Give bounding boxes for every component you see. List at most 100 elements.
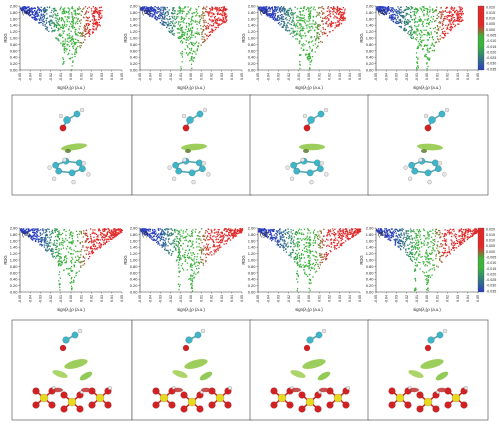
scatter-point bbox=[211, 12, 213, 14]
scatter-point bbox=[28, 228, 30, 230]
x-tick-label: -0.04 bbox=[28, 295, 32, 303]
scatter-point bbox=[64, 256, 66, 259]
scatter-point bbox=[276, 241, 278, 243]
scatter-point bbox=[50, 236, 52, 238]
spike-point-1 bbox=[308, 45, 311, 48]
scatter-point bbox=[36, 12, 39, 14]
scatter-point bbox=[221, 235, 223, 237]
scatter-point bbox=[157, 11, 159, 13]
scatter-point bbox=[197, 235, 200, 237]
scatter-point bbox=[330, 20, 333, 23]
scatter-point bbox=[103, 242, 105, 244]
scatter-point bbox=[82, 34, 84, 37]
scatter-point bbox=[226, 235, 229, 237]
scatter-point bbox=[342, 229, 344, 231]
scatter-point bbox=[427, 9, 429, 11]
scatter-point bbox=[164, 12, 167, 14]
scatter-point bbox=[319, 236, 321, 238]
scatter-point bbox=[279, 228, 281, 230]
scatter-point bbox=[27, 235, 29, 237]
scatter-point bbox=[441, 23, 444, 25]
scatter-point bbox=[149, 237, 151, 239]
scatter-point bbox=[111, 230, 113, 233]
scatter-point bbox=[96, 238, 98, 240]
scatter-point bbox=[45, 19, 47, 22]
scatter-point bbox=[179, 41, 182, 43]
scatter-point bbox=[294, 245, 297, 247]
scatter-point bbox=[341, 244, 343, 246]
scatter-point bbox=[228, 237, 230, 239]
scatter-point bbox=[406, 19, 409, 21]
scatter-point bbox=[318, 28, 320, 30]
y-tick-label: 0.80 bbox=[10, 264, 19, 269]
scatter-point bbox=[109, 231, 111, 233]
spike-point-0 bbox=[58, 284, 61, 286]
scatter-point bbox=[151, 16, 153, 18]
scatter-point bbox=[50, 11, 52, 14]
x-tick-label: -0.01 bbox=[59, 295, 63, 303]
scatter-point bbox=[290, 238, 292, 240]
scatter-point bbox=[68, 10, 70, 13]
scatter-point bbox=[393, 8, 395, 11]
scatter-point bbox=[212, 13, 214, 16]
panel-label: (c) bbox=[260, 9, 268, 16]
scatter-point bbox=[290, 235, 293, 237]
scatter-point bbox=[188, 23, 191, 25]
scatter-point bbox=[59, 234, 61, 236]
scatter-point bbox=[215, 8, 217, 10]
scatter-point bbox=[171, 21, 173, 23]
scatter-point bbox=[320, 232, 322, 234]
scatter-point bbox=[116, 229, 118, 231]
scatter-point bbox=[405, 14, 407, 16]
scatter-point bbox=[199, 238, 201, 240]
scatter-point bbox=[190, 257, 192, 259]
scatter-point bbox=[442, 14, 444, 16]
scatter-point bbox=[154, 9, 156, 11]
scatter-point bbox=[160, 238, 162, 240]
scatter-point bbox=[396, 14, 399, 16]
scatter-point bbox=[423, 29, 425, 31]
scatter-point bbox=[169, 18, 171, 21]
scatter-point bbox=[217, 9, 219, 11]
scatter-point bbox=[58, 20, 60, 22]
x-tick-label: 0.05 bbox=[120, 73, 124, 80]
scatter-point bbox=[168, 228, 170, 230]
scatter-point bbox=[44, 237, 46, 239]
scatter-point bbox=[264, 8, 267, 11]
scatter-point bbox=[220, 241, 222, 243]
scatter-point bbox=[60, 264, 62, 266]
scatter-point bbox=[92, 28, 94, 30]
scatter-point bbox=[275, 10, 277, 12]
scatter-point bbox=[332, 29, 334, 32]
scatter-point bbox=[190, 42, 193, 44]
scatter-point bbox=[204, 235, 206, 237]
scatter-point bbox=[173, 228, 176, 231]
scatter-point bbox=[195, 265, 197, 267]
scatter-point bbox=[192, 34, 195, 36]
scatter-point bbox=[147, 8, 150, 11]
scatter-point bbox=[211, 232, 213, 234]
scatter-point bbox=[173, 7, 175, 9]
scatter-point bbox=[85, 246, 87, 248]
scatter-point bbox=[287, 9, 289, 11]
scatter-point bbox=[433, 27, 435, 30]
scatter-point bbox=[307, 265, 309, 267]
scatter-point bbox=[46, 26, 49, 29]
scatter-point bbox=[51, 22, 53, 24]
scatter-point bbox=[64, 45, 66, 48]
scatter-point bbox=[157, 16, 159, 19]
scatter-point bbox=[283, 21, 285, 23]
scatter-point bbox=[323, 235, 325, 237]
scatter-point bbox=[156, 238, 158, 240]
scatter-point bbox=[219, 233, 221, 236]
scatter-point bbox=[292, 242, 295, 244]
scatter-point bbox=[211, 28, 213, 30]
scatter-point bbox=[161, 246, 163, 248]
scatter-point bbox=[164, 16, 166, 18]
scatter-point bbox=[302, 29, 305, 31]
scatter-point bbox=[68, 33, 70, 35]
scatter-point bbox=[432, 18, 434, 20]
scatter-point bbox=[381, 6, 383, 9]
scatter-point bbox=[237, 232, 239, 234]
scatter-point bbox=[178, 250, 180, 252]
